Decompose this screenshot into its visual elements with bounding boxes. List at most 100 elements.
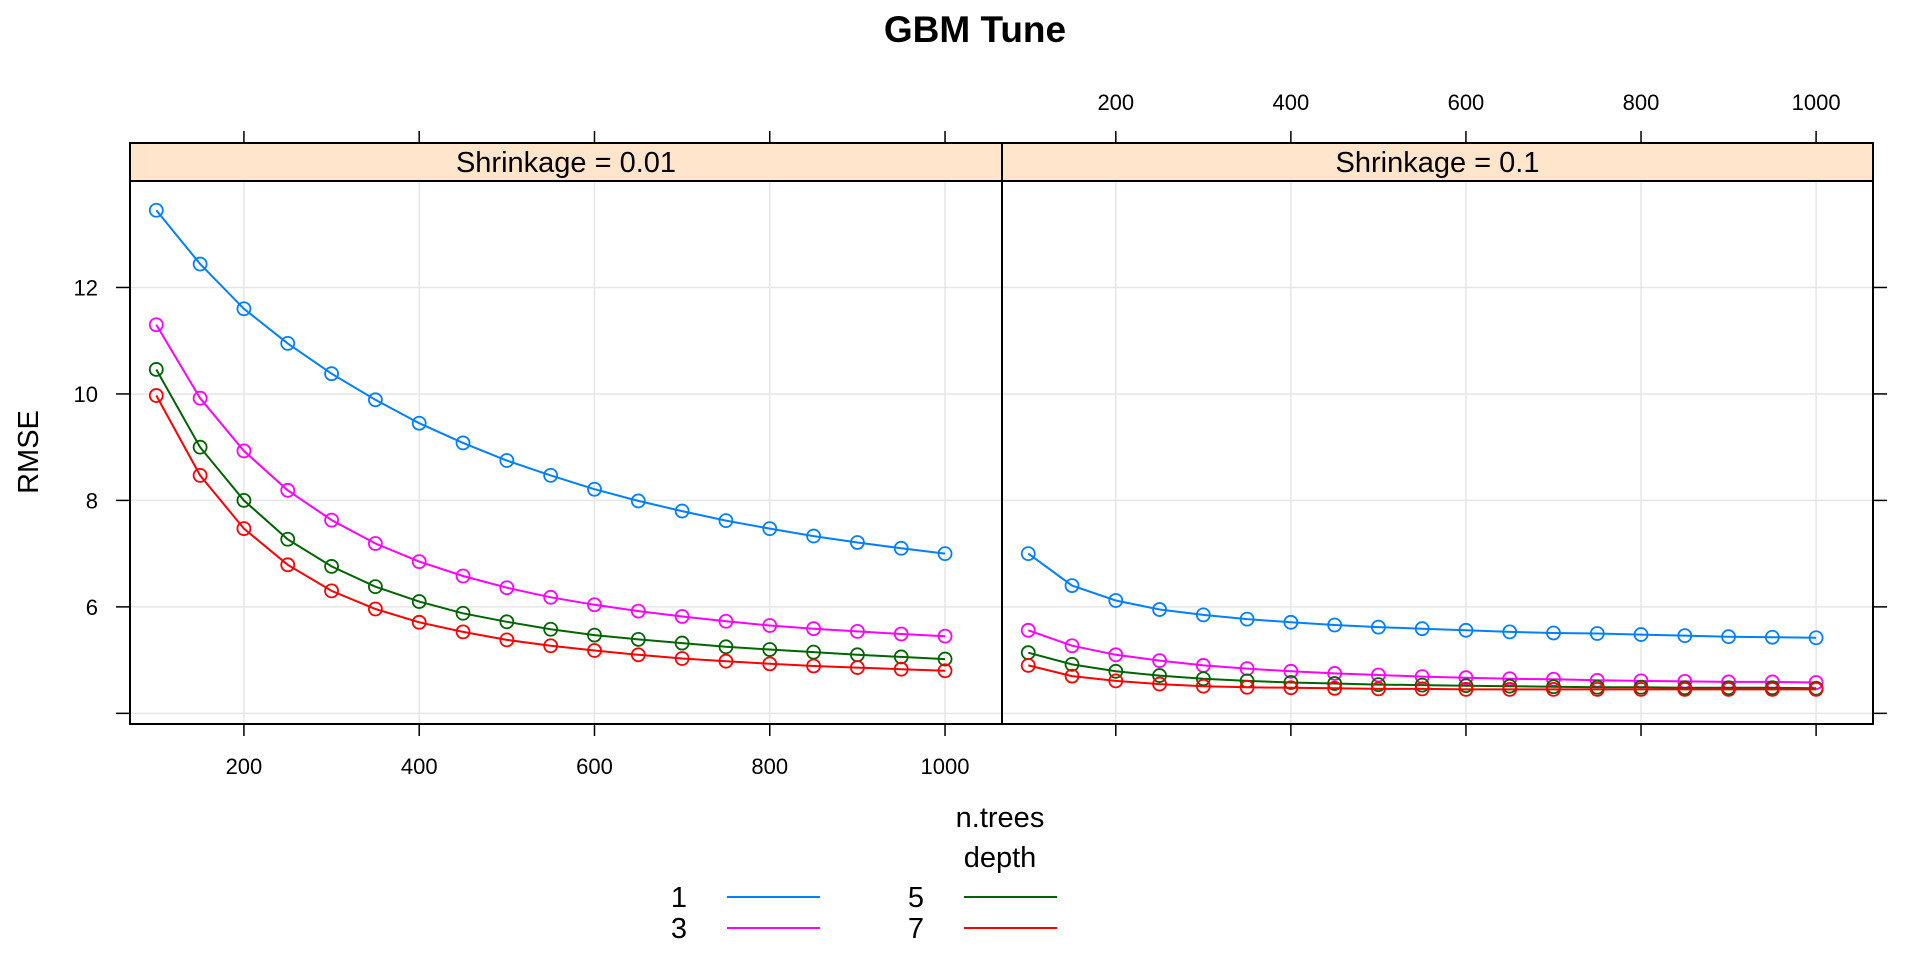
data-point-depth-1 (630, 493, 646, 509)
data-point-depth-7 (499, 632, 515, 648)
data-point-depth-7 (236, 521, 252, 537)
data-point-depth-3 (1108, 647, 1124, 663)
data-point-depth-3 (806, 621, 821, 637)
data-point-depth-1 (367, 392, 383, 408)
panel-strip (129, 142, 1003, 182)
series-line-depth-1 (155, 209, 946, 555)
data-point-depth-7 (411, 614, 427, 630)
data-point-depth-7 (806, 658, 821, 674)
data-point-depth-5 (411, 594, 427, 609)
data-point-depth-1 (1764, 629, 1780, 645)
data-point-depth-3 (499, 580, 515, 596)
data-point-depth-7 (1195, 678, 1211, 694)
data-point-depth-7 (1458, 681, 1474, 697)
data-point-depth-7 (1677, 681, 1693, 697)
data-point-depth-1 (937, 546, 953, 562)
legend-label-depth-7: 7 (908, 913, 924, 945)
data-point-depth-3 (1458, 670, 1474, 686)
data-point-depth-1 (849, 535, 865, 550)
x-tick-label: 1000 (1792, 90, 1841, 115)
data-point-depth-5 (1327, 676, 1343, 691)
data-point-depth-5 (543, 621, 559, 637)
data-point-depth-5 (280, 531, 296, 547)
data-point-depth-7 (1327, 680, 1343, 696)
data-point-depth-3 (324, 512, 339, 528)
data-point-depth-7 (1064, 668, 1080, 684)
data-point-depth-5 (1371, 677, 1386, 693)
data-point-depth-3 (893, 626, 909, 642)
strip-label: Shrinkage = 0.01 (456, 147, 676, 179)
data-point-depth-1 (1371, 619, 1386, 635)
series-line-depth-3 (155, 324, 946, 638)
data-point-depth-3 (1064, 638, 1080, 654)
panel-strip (1001, 142, 1874, 182)
data-point-depth-7 (1020, 658, 1036, 673)
panel-border (129, 180, 1003, 725)
series-line-depth-1 (1027, 552, 1817, 639)
x-tick-label: 400 (401, 754, 438, 779)
data-point-depth-1 (1064, 578, 1080, 593)
data-point-depth-7 (1589, 681, 1605, 697)
data-point-depth-3 (1327, 666, 1343, 681)
data-point-depth-7 (587, 643, 602, 658)
data-point-depth-1 (1283, 614, 1299, 630)
data-point-depth-1 (1020, 546, 1036, 562)
x-axis-label: n.trees (956, 802, 1045, 834)
data-point-depth-1 (1721, 629, 1736, 645)
series-line-depth-5 (155, 369, 946, 661)
data-point-depth-1 (1677, 628, 1693, 644)
data-point-depth-7 (674, 651, 690, 666)
data-point-depth-3 (762, 618, 778, 633)
chart-title: GBM Tune (884, 9, 1066, 50)
data-point-depth-7 (718, 653, 734, 669)
data-point-depth-3 (367, 536, 383, 551)
data-point-depth-1 (806, 528, 821, 544)
data-point-depth-7 (937, 663, 953, 679)
series-line-depth-5 (1028, 651, 1817, 690)
data-point-depth-1 (280, 335, 296, 351)
data-point-depth-1 (499, 453, 515, 468)
data-point-depth-7 (1546, 681, 1561, 697)
data-point-depth-7 (849, 660, 865, 675)
data-point-depth-3 (192, 390, 208, 406)
data-point-depth-1 (1239, 611, 1255, 627)
data-point-depth-1 (1589, 626, 1605, 641)
data-point-depth-7 (630, 647, 646, 663)
x-tick-label: 800 (751, 754, 788, 779)
panel-1: Shrinkage = 0.01 200 400 600 800 1000 (129, 131, 1003, 779)
data-point-depth-3 (849, 623, 865, 639)
legend-label-depth-1: 1 (671, 882, 687, 914)
data-point-depth-3 (1808, 675, 1824, 690)
data-point-depth-5 (367, 579, 383, 595)
data-point-depth-7 (1371, 681, 1386, 697)
x-tick-label: 200 (1097, 90, 1134, 115)
data-point-depth-5 (587, 627, 602, 643)
x-tick-label: 800 (1623, 90, 1660, 115)
data-point-depth-7 (893, 661, 909, 677)
data-point-depth-5 (1064, 656, 1080, 672)
data-point-depth-1 (762, 521, 778, 537)
data-point-depth-1 (1633, 627, 1649, 642)
data-point-depth-7 (280, 557, 296, 573)
data-point-depth-1 (324, 366, 339, 382)
data-point-depth-7 (1108, 673, 1124, 689)
data-point-depth-3 (411, 554, 427, 570)
data-point-depth-1 (1808, 630, 1824, 646)
data-point-depth-3 (148, 317, 164, 333)
x-tick-label: 400 (1273, 90, 1310, 115)
data-point-depth-5 (324, 559, 339, 574)
data-point-depth-1 (543, 467, 559, 483)
data-point-depth-7 (1414, 681, 1430, 697)
data-point-depth-7 (1239, 679, 1255, 695)
data-point-depth-3 (630, 603, 646, 619)
data-point-depth-1 (718, 513, 734, 529)
x-tick-label: 200 (226, 754, 263, 779)
data-point-depth-7 (1502, 681, 1518, 697)
data-point-depth-7 (1283, 680, 1299, 696)
legend-label-depth-3: 3 (671, 913, 687, 945)
data-point-depth-5 (499, 614, 515, 630)
panel-2: Shrinkage = 0.1 200 400 600 800 1000 (1001, 90, 1874, 736)
y-tick-label: 6 (86, 595, 98, 620)
strip-label: Shrinkage = 0.1 (1336, 147, 1540, 179)
data-point-depth-3 (543, 589, 559, 605)
